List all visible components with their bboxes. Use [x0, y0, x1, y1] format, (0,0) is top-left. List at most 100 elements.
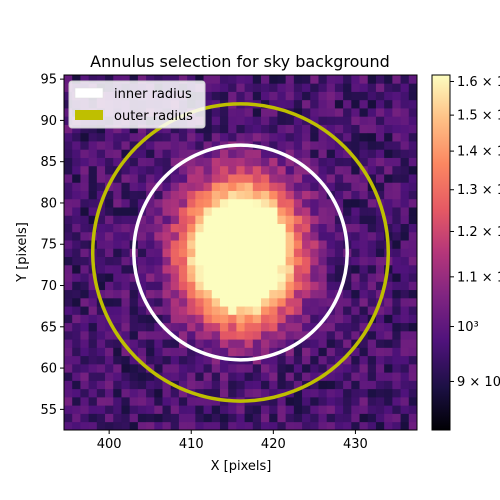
- heatmap-cell: [219, 124, 229, 134]
- heatmap-cell: [310, 223, 319, 233]
- x-tick-label: 410: [179, 437, 204, 452]
- heatmap-cell: [277, 330, 287, 340]
- heatmap-cell: [228, 124, 237, 134]
- heatmap-cell: [359, 132, 369, 142]
- heatmap-cell: [384, 289, 393, 299]
- heatmap-cell: [187, 281, 196, 291]
- y-axis-label: Y [pixels]: [15, 222, 30, 283]
- heatmap-cell: [359, 75, 369, 84]
- heatmap-cell: [326, 83, 336, 92]
- heatmap-cell: [351, 83, 360, 92]
- heatmap-cell: [96, 132, 106, 142]
- heatmap-cell: [170, 355, 180, 365]
- heatmap-cell: [121, 165, 131, 175]
- heatmap-cell: [318, 289, 328, 299]
- heatmap-cell: [195, 141, 204, 150]
- heatmap-cell: [72, 314, 81, 324]
- heatmap-cell: [72, 165, 81, 175]
- heatmap-cell: [88, 198, 98, 208]
- heatmap-cell: [72, 297, 81, 307]
- heatmap-cell: [96, 289, 106, 299]
- heatmap-cell: [285, 372, 295, 381]
- heatmap-cell: [129, 223, 139, 233]
- heatmap-cell: [236, 149, 246, 158]
- heatmap-cell: [302, 413, 311, 423]
- heatmap-cell: [351, 421, 360, 430]
- heatmap-cell: [417, 290, 426, 299]
- heatmap-cell: [64, 75, 73, 76]
- heatmap-cell: [137, 306, 147, 315]
- heatmap-cell: [367, 281, 377, 291]
- heatmap-cell: [351, 215, 360, 225]
- heatmap-cell: [121, 355, 131, 365]
- heatmap-cell: [277, 421, 287, 430]
- heatmap-cell: [195, 240, 204, 249]
- heatmap-cell: [318, 141, 328, 150]
- heatmap-cell: [293, 190, 303, 200]
- heatmap-cell: [293, 231, 303, 241]
- heatmap-cell: [384, 314, 393, 324]
- heatmap-cell: [392, 330, 401, 340]
- heatmap-cell: [343, 149, 352, 158]
- heatmap-cell: [105, 413, 114, 423]
- heatmap-cell: [408, 281, 417, 291]
- heatmap-cell: [367, 207, 377, 216]
- heatmap-cell: [211, 132, 221, 142]
- heatmap-cell: [408, 165, 417, 175]
- heatmap-cell: [310, 372, 319, 381]
- heatmap-cell: [88, 207, 98, 216]
- heatmap-cell: [252, 330, 262, 340]
- heatmap-cell: [187, 363, 196, 373]
- heatmap-cell: [285, 405, 295, 414]
- heatmap-cell: [162, 281, 172, 291]
- heatmap-cell: [137, 339, 147, 348]
- heatmap-cell: [129, 157, 139, 167]
- heatmap-cell: [244, 231, 254, 241]
- heatmap-cell: [228, 149, 237, 158]
- heatmap-cell: [359, 149, 369, 158]
- heatmap-cell: [277, 116, 287, 125]
- heatmap-cell: [400, 141, 410, 150]
- heatmap-cell: [162, 198, 172, 208]
- heatmap-cell: [170, 297, 180, 307]
- heatmap-cell: [384, 380, 393, 390]
- heatmap-cell: [293, 132, 303, 142]
- heatmap-cell: [343, 421, 352, 430]
- heatmap-cell: [187, 256, 196, 266]
- heatmap-cell: [121, 207, 131, 216]
- heatmap-cell: [113, 347, 122, 357]
- heatmap-cell: [252, 405, 262, 414]
- heatmap-cell: [417, 372, 426, 381]
- heatmap-cell: [293, 165, 303, 175]
- heatmap-cell: [367, 306, 377, 315]
- heatmap-cell: [351, 396, 360, 406]
- heatmap-cell: [285, 215, 295, 225]
- heatmap-cell: [400, 182, 410, 191]
- heatmap-cell: [334, 198, 344, 208]
- heatmap-cell: [105, 190, 114, 200]
- heatmap-cell: [228, 363, 237, 373]
- heatmap-cell: [277, 190, 287, 200]
- heatmap-cell: [375, 306, 385, 315]
- heatmap-cell: [137, 405, 147, 414]
- heatmap-cell: [113, 248, 122, 258]
- heatmap-cell: [236, 240, 246, 249]
- heatmap-cell: [96, 421, 106, 430]
- heatmap-cell: [80, 182, 90, 191]
- heatmap-cell: [261, 380, 270, 390]
- heatmap-cell: [343, 132, 352, 142]
- heatmap-cell: [72, 124, 81, 134]
- heatmap-cell: [228, 372, 237, 381]
- heatmap-cell: [318, 297, 328, 307]
- heatmap-cell: [203, 339, 213, 348]
- heatmap-cell: [121, 413, 131, 423]
- heatmap-cell: [252, 240, 262, 249]
- heatmap-cell: [310, 347, 319, 357]
- heatmap-cell: [113, 198, 122, 208]
- heatmap-cell: [203, 347, 213, 357]
- heatmap-cell: [105, 372, 114, 381]
- x-tick-label: 430: [343, 437, 368, 452]
- heatmap-cell: [302, 83, 311, 92]
- heatmap-cell: [334, 83, 344, 92]
- heatmap-cell: [326, 347, 336, 357]
